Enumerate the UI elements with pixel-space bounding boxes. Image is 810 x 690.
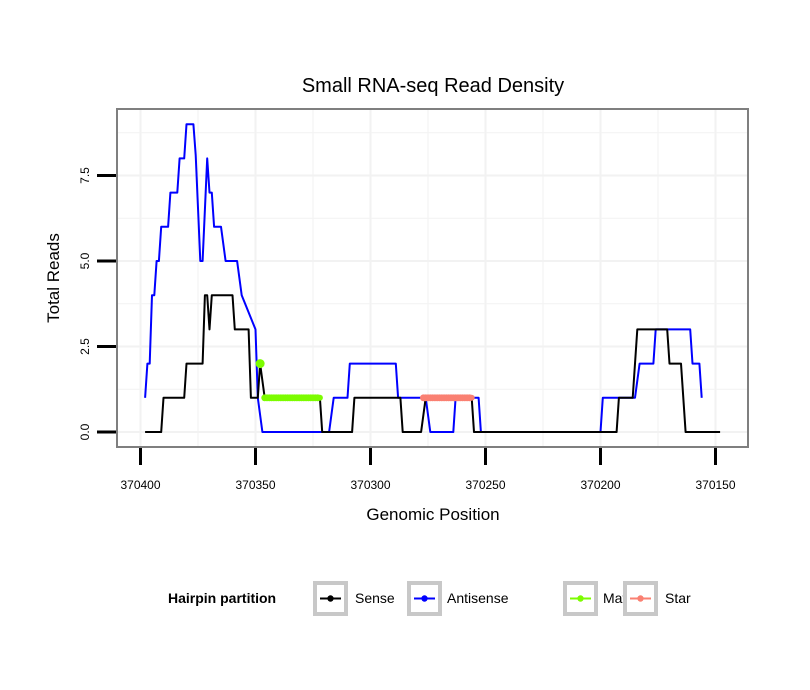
y-axis: 0.0 2.5 5.0 7.5 xyxy=(78,167,116,440)
x-tick-label: 370250 xyxy=(465,478,505,492)
legend-item-antisense: Antisense xyxy=(407,581,509,616)
x-axis-title: Genomic Position xyxy=(366,505,499,524)
series-point-mature xyxy=(314,394,321,402)
grid-lines xyxy=(118,110,747,446)
y-axis-title: Total Reads xyxy=(44,233,63,323)
legend-item-star: Star xyxy=(623,581,691,616)
x-tick-label: 370300 xyxy=(350,478,390,492)
x-axis: 370400 370350 370300 370250 370200 370150 xyxy=(120,448,736,492)
series-layer xyxy=(144,123,721,433)
legend-title: Hairpin partition xyxy=(168,590,276,606)
legend: Hairpin partition SenseAntisenseMatureSt… xyxy=(168,581,691,616)
legend-label: Antisense xyxy=(447,590,509,606)
legend-item-sense: Sense xyxy=(313,581,395,616)
x-tick-label: 370400 xyxy=(120,478,160,492)
chart-title: Small RNA-seq Read Density xyxy=(302,75,564,97)
x-tick-label: 370150 xyxy=(695,478,735,492)
legend-key-point xyxy=(327,595,334,602)
series-line-sense xyxy=(145,294,721,433)
x-tick-label: 370350 xyxy=(235,478,275,492)
legend-label: Star xyxy=(665,590,691,606)
legend-key-point xyxy=(637,595,644,602)
series-point-star xyxy=(466,394,473,402)
plot-panel xyxy=(116,108,749,448)
y-tick-label: 2.5 xyxy=(78,338,92,355)
x-tick-label: 370200 xyxy=(580,478,620,492)
y-tick-label: 7.5 xyxy=(78,167,92,184)
y-tick-label: 0.0 xyxy=(78,423,92,440)
series-line-antisense xyxy=(144,123,703,433)
y-tick-label: 5.0 xyxy=(78,252,92,269)
legend-key-point xyxy=(577,595,584,602)
series-point-mature xyxy=(255,359,265,369)
legend-label: Sense xyxy=(355,590,395,606)
legend-key-point xyxy=(421,595,428,602)
